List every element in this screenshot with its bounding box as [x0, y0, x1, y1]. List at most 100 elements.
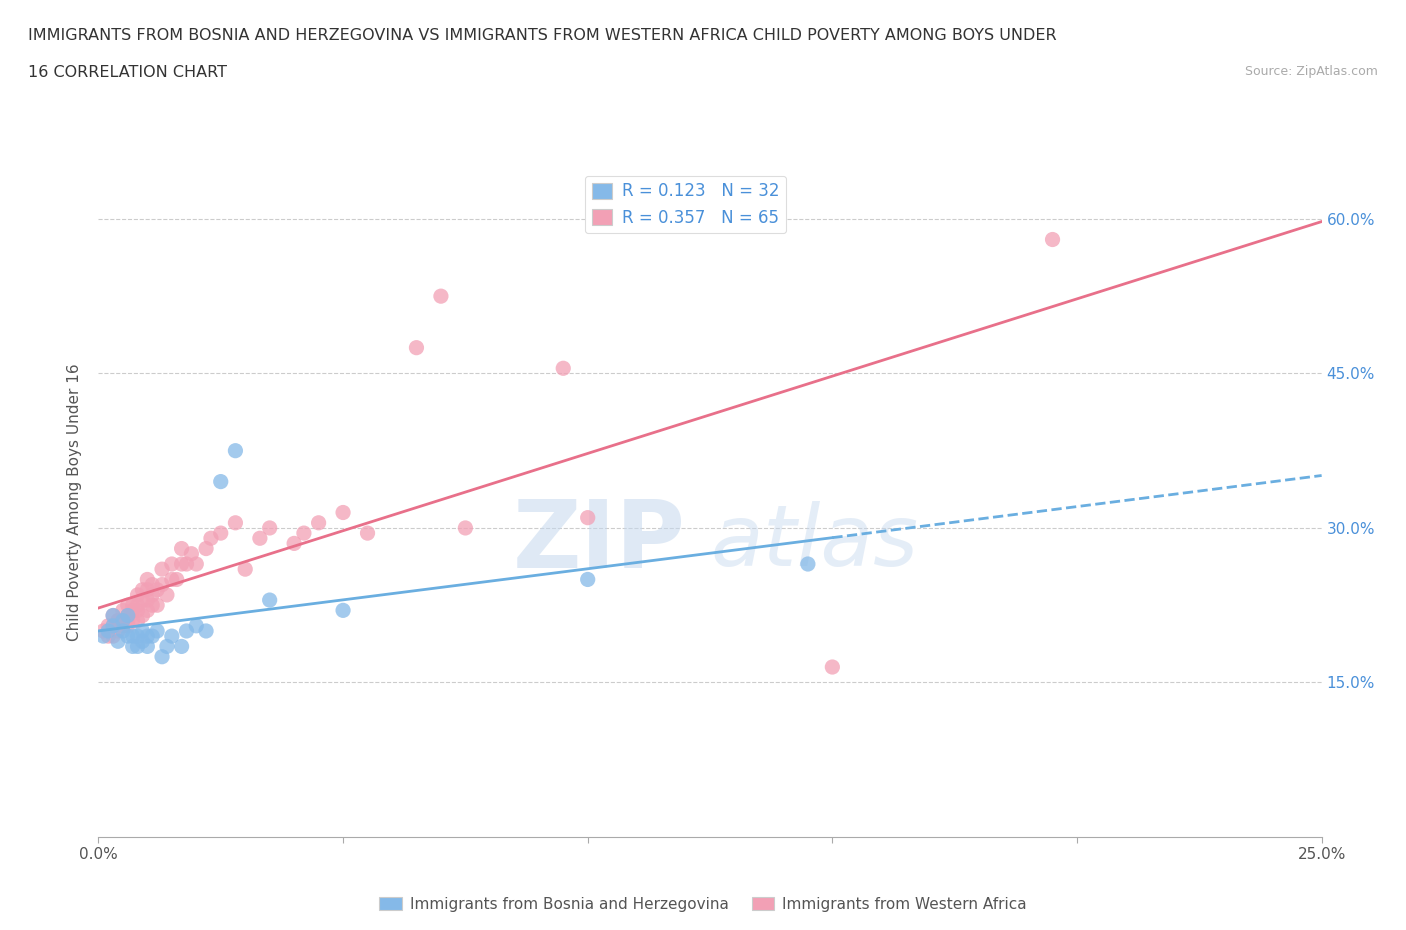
Point	[101, 608, 124, 623]
Point	[160, 572, 183, 587]
Point	[249, 531, 271, 546]
Point	[127, 629, 149, 644]
Point	[131, 582, 153, 597]
Point	[224, 444, 246, 458]
Point	[209, 525, 232, 540]
Point	[405, 340, 427, 355]
Point	[430, 288, 453, 303]
Point	[283, 536, 305, 551]
Point	[121, 613, 143, 628]
Point	[117, 618, 139, 633]
Point	[117, 629, 139, 644]
Point	[127, 603, 149, 618]
Point	[170, 541, 193, 556]
Text: Source: ZipAtlas.com: Source: ZipAtlas.com	[1244, 65, 1378, 78]
Point	[141, 588, 163, 603]
Point	[292, 525, 315, 540]
Point	[136, 582, 159, 597]
Point	[156, 639, 179, 654]
Point	[107, 613, 129, 628]
Point	[332, 603, 354, 618]
Point	[136, 629, 159, 644]
Point	[101, 618, 124, 633]
Point	[259, 592, 281, 607]
Point	[101, 629, 124, 644]
Point	[101, 608, 124, 623]
Point	[91, 623, 114, 638]
Point	[117, 608, 139, 623]
Point	[117, 598, 139, 613]
Point	[97, 629, 120, 644]
Point	[186, 556, 208, 571]
Point	[136, 639, 159, 654]
Point	[101, 618, 124, 633]
Point	[797, 556, 820, 571]
Point	[127, 588, 149, 603]
Point	[553, 361, 575, 376]
Point	[160, 629, 183, 644]
Point	[180, 546, 202, 561]
Text: atlas: atlas	[710, 501, 918, 584]
Point	[166, 572, 188, 587]
Point	[146, 598, 169, 613]
Point	[136, 603, 159, 618]
Point	[150, 649, 173, 664]
Point	[176, 556, 198, 571]
Point	[224, 515, 246, 530]
Point	[233, 562, 256, 577]
Text: IMMIGRANTS FROM BOSNIA AND HERZEGOVINA VS IMMIGRANTS FROM WESTERN AFRICA CHILD P: IMMIGRANTS FROM BOSNIA AND HERZEGOVINA V…	[28, 28, 1057, 43]
Point	[170, 556, 193, 571]
Point	[146, 582, 169, 597]
Point	[131, 634, 153, 649]
Point	[141, 598, 163, 613]
Point	[308, 515, 330, 530]
Point	[176, 623, 198, 638]
Point	[107, 613, 129, 628]
Y-axis label: Child Poverty Among Boys Under 16: Child Poverty Among Boys Under 16	[67, 364, 83, 641]
Legend: Immigrants from Bosnia and Herzegovina, Immigrants from Western Africa: Immigrants from Bosnia and Herzegovina, …	[373, 890, 1033, 918]
Legend: R = 0.123   N = 32, R = 0.357   N = 65: R = 0.123 N = 32, R = 0.357 N = 65	[585, 176, 786, 233]
Point	[160, 556, 183, 571]
Point	[111, 623, 134, 638]
Point	[127, 613, 149, 628]
Text: 16 CORRELATION CHART: 16 CORRELATION CHART	[28, 65, 228, 80]
Point	[117, 608, 139, 623]
Text: ZIP: ZIP	[513, 497, 686, 589]
Point	[111, 603, 134, 618]
Point	[170, 639, 193, 654]
Point	[141, 578, 163, 592]
Point	[150, 578, 173, 592]
Point	[111, 613, 134, 628]
Point	[141, 629, 163, 644]
Point	[332, 505, 354, 520]
Point	[107, 634, 129, 649]
Point	[111, 613, 134, 628]
Point	[821, 659, 844, 674]
Point	[121, 629, 143, 644]
Point	[195, 541, 218, 556]
Point	[356, 525, 378, 540]
Point	[127, 639, 149, 654]
Point	[259, 521, 281, 536]
Point	[131, 592, 153, 607]
Point	[107, 623, 129, 638]
Point	[121, 598, 143, 613]
Point	[136, 572, 159, 587]
Point	[111, 618, 134, 633]
Point	[156, 588, 179, 603]
Point	[200, 531, 222, 546]
Point	[186, 618, 208, 633]
Point	[117, 613, 139, 628]
Point	[91, 629, 114, 644]
Point	[121, 603, 143, 618]
Point	[150, 562, 173, 577]
Point	[131, 623, 153, 638]
Point	[131, 608, 153, 623]
Point	[209, 474, 232, 489]
Point	[146, 623, 169, 638]
Point	[576, 572, 599, 587]
Point	[127, 598, 149, 613]
Point	[576, 511, 599, 525]
Point	[97, 623, 120, 638]
Point	[195, 623, 218, 638]
